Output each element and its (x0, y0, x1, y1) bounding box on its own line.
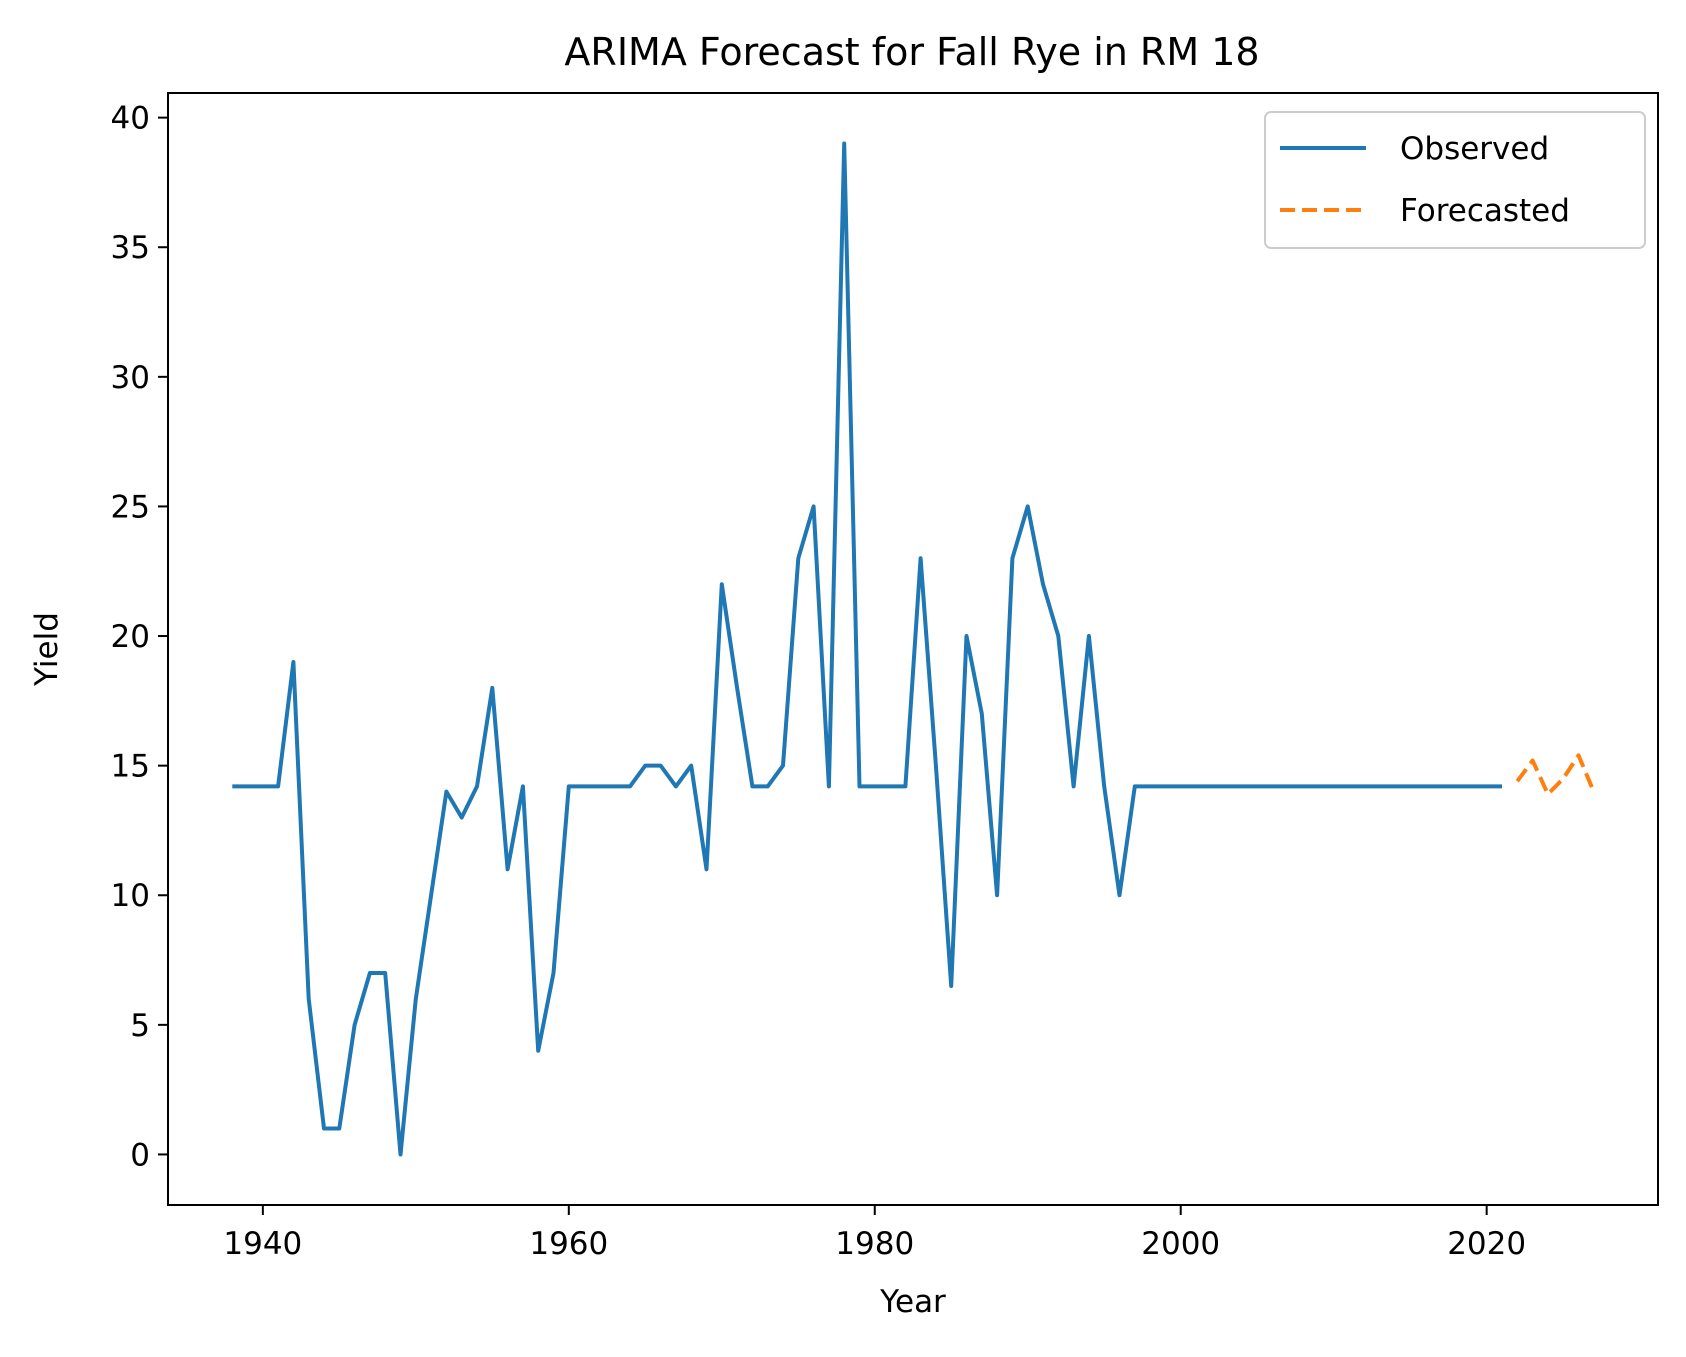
y-tick-label: 10 (111, 878, 150, 914)
y-tick-label: 40 (111, 101, 150, 137)
legend: Observed Forecasted (1264, 111, 1646, 249)
y-tick-label: 15 (111, 749, 150, 785)
x-tick-label: 1940 (223, 1226, 302, 1262)
y-tick-label: 25 (111, 489, 150, 525)
x-axis: 1940 1960 1980 2000 2020 (223, 1205, 1526, 1262)
y-tick-label: 30 (111, 360, 150, 396)
series-line-forecasted (1515, 753, 1596, 797)
x-tick-label: 2000 (1141, 1226, 1220, 1262)
y-tick-label: 20 (111, 619, 150, 655)
legend-label-forecasted: Forecasted (1400, 193, 1570, 229)
y-axis-label: Yield (29, 612, 65, 687)
x-tick-label: 2020 (1447, 1226, 1526, 1262)
plot-area (232, 141, 1596, 1157)
y-axis: 0 5 10 15 20 25 30 35 40 (111, 101, 168, 1173)
plot-frame (167, 92, 1659, 1206)
y-tick-label: 5 (130, 1008, 150, 1044)
series-line-observed (232, 141, 1502, 1157)
y-tick-label: 35 (111, 230, 150, 266)
x-tick-label: 1960 (529, 1226, 608, 1262)
x-axis-label: Year (879, 1284, 946, 1320)
legend-label-observed: Observed (1400, 131, 1549, 167)
x-tick-label: 1980 (835, 1226, 914, 1262)
y-tick-label: 0 (130, 1137, 150, 1173)
chart-title: ARIMA Forecast for Fall Rye in RM 18 (564, 30, 1259, 74)
